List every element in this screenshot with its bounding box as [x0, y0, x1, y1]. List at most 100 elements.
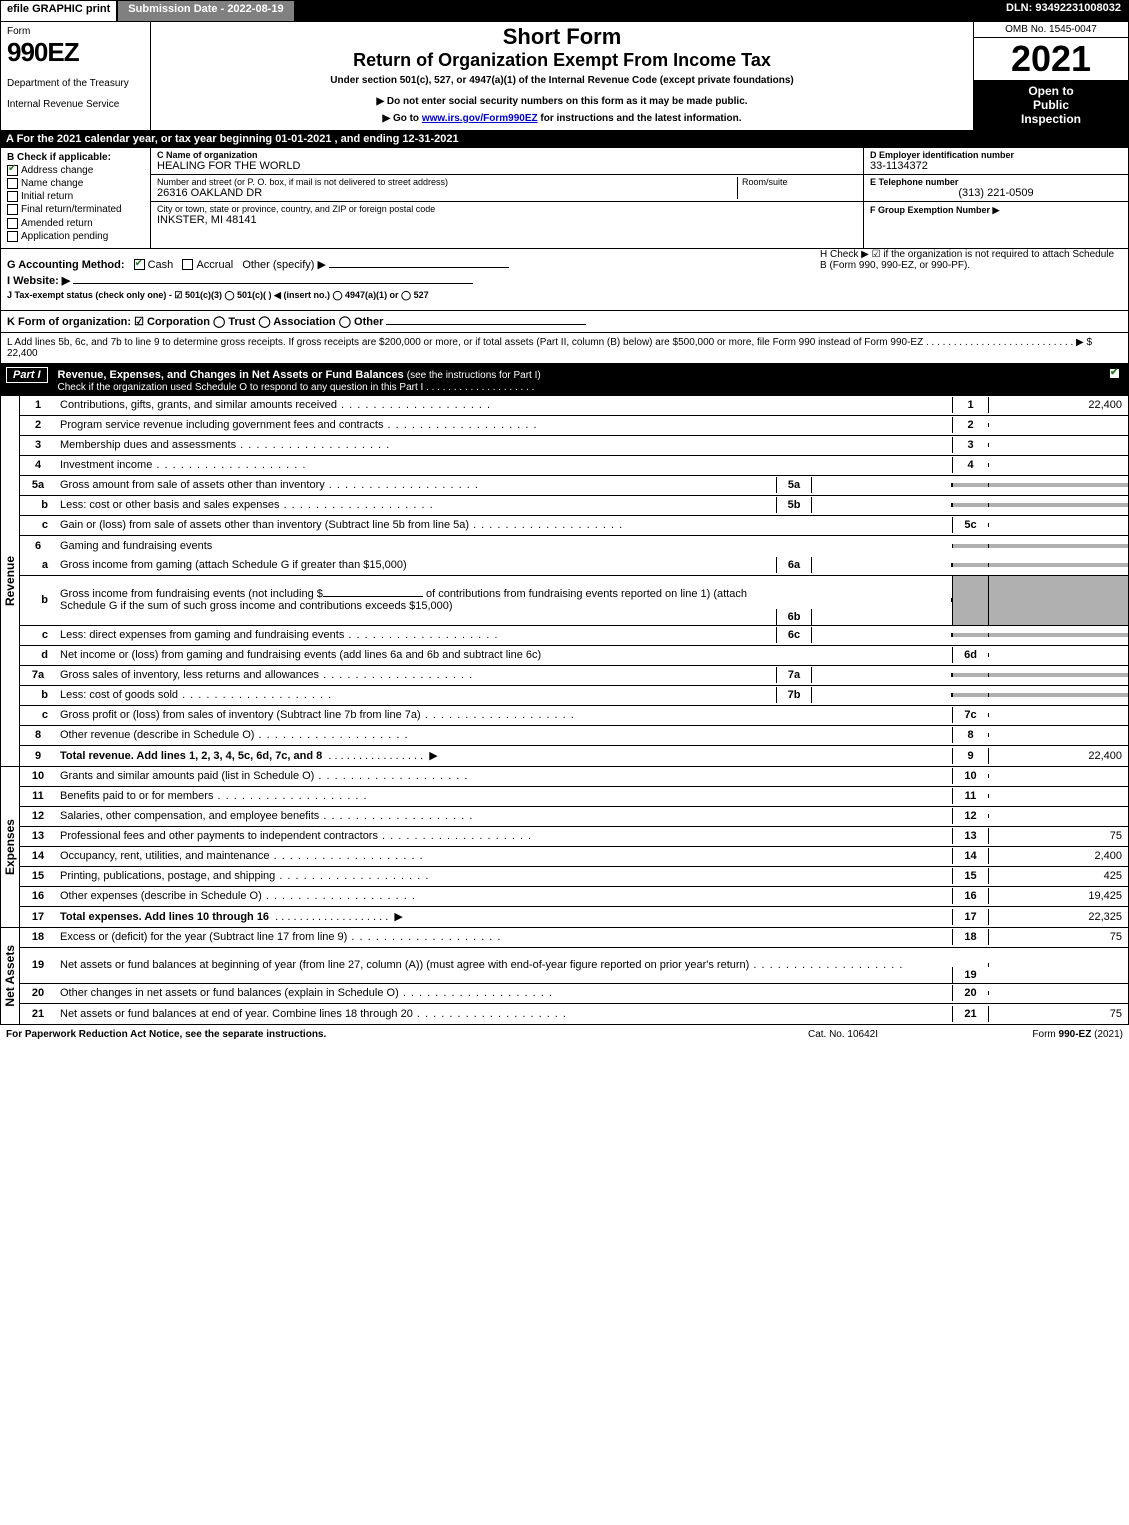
line-5c: cGain or (loss) from sale of assets othe… — [20, 516, 1128, 536]
line-14: 14Occupancy, rent, utilities, and mainte… — [20, 847, 1128, 867]
col-b-label: B Check if applicable: — [7, 152, 144, 163]
line-5a: 5aGross amount from sale of assets other… — [20, 476, 1128, 496]
line-6d: dNet income or (loss) from gaming and fu… — [20, 646, 1128, 666]
ein-value: 33-1134372 — [870, 160, 1122, 172]
check-cash[interactable] — [134, 259, 145, 270]
submission-date: Submission Date - 2022-08-19 — [117, 0, 294, 22]
footer-left: For Paperwork Reduction Act Notice, see … — [6, 1029, 743, 1040]
row-j: J Tax-exempt status (check only one) - ☑… — [7, 290, 1122, 301]
line-5b: bLess: cost or other basis and sales exp… — [20, 496, 1128, 516]
room-suite-label: Room/suite — [737, 177, 857, 199]
return-title: Return of Organization Exempt From Incom… — [159, 50, 965, 71]
netassets-section: Net Assets 18Excess or (deficit) for the… — [0, 928, 1129, 1025]
part1-schedule-o-check[interactable] — [1109, 368, 1120, 379]
section-bcdef: B Check if applicable: Address change Na… — [0, 147, 1129, 249]
footer-catno: Cat. No. 10642I — [743, 1029, 943, 1040]
line-11: 11Benefits paid to or for members11 — [20, 787, 1128, 807]
dept-label: Department of the Treasury — [7, 78, 144, 89]
check-amended-return[interactable]: Amended return — [7, 218, 144, 229]
line-6a: aGross income from gaming (attach Schedu… — [20, 556, 1128, 576]
check-accrual[interactable] — [182, 259, 193, 270]
omb-number: OMB No. 1545-0047 — [974, 22, 1128, 38]
check-name-change[interactable]: Name change — [7, 178, 144, 189]
check-initial-return[interactable]: Initial return — [7, 191, 144, 202]
street-value: 26316 OAKLAND DR — [157, 187, 737, 199]
line-1-value: 22,400 — [988, 397, 1128, 413]
ein-label: D Employer identification number — [870, 150, 1122, 160]
line-9-value: 22,400 — [988, 748, 1128, 764]
irs-link[interactable]: www.irs.gov/Form990EZ — [422, 113, 538, 124]
page-footer: For Paperwork Reduction Act Notice, see … — [0, 1025, 1129, 1044]
revenue-section: Revenue 1Contributions, gifts, grants, a… — [0, 396, 1129, 767]
line-4: 4Investment income4 — [20, 456, 1128, 476]
line-6: 6Gaming and fundraising events — [20, 536, 1128, 556]
check-application-pending[interactable]: Application pending — [7, 231, 144, 242]
line-7b: bLess: cost of goods sold7b — [20, 686, 1128, 706]
footer-right: Form 990-EZ (2021) — [943, 1029, 1123, 1040]
group-exemption-label: F Group Exemption Number ▶ — [870, 205, 999, 215]
row-a-taxyear: A For the 2021 calendar year, or tax yea… — [0, 131, 1129, 147]
city-label: City or town, state or province, country… — [157, 204, 857, 214]
line-21: 21Net assets or fund balances at end of … — [20, 1004, 1128, 1024]
goto-line: ▶ Go to www.irs.gov/Form990EZ for instru… — [159, 113, 965, 124]
org-name-label: C Name of organization — [157, 150, 857, 160]
line-19: 19Net assets or fund balances at beginni… — [20, 948, 1128, 984]
line-17-value: 22,325 — [988, 909, 1128, 925]
street-label: Number and street (or P. O. box, if mail… — [157, 177, 737, 187]
line-17: 17Total expenses. Add lines 10 through 1… — [20, 907, 1128, 927]
line-3: 3Membership dues and assessments3 — [20, 436, 1128, 456]
city-value: INKSTER, MI 48141 — [157, 214, 857, 226]
ssn-warning: ▶ Do not enter social security numbers o… — [159, 96, 965, 107]
line-13-value: 75 — [988, 828, 1128, 844]
line-7a: 7aGross sales of inventory, less returns… — [20, 666, 1128, 686]
line-6b: bGross income from fundraising events (n… — [20, 576, 1128, 626]
row-h: H Check ▶ ☑ if the organization is not r… — [820, 249, 1120, 271]
col-b-checkboxes: B Check if applicable: Address change Na… — [1, 148, 151, 248]
line-15: 15Printing, publications, postage, and s… — [20, 867, 1128, 887]
expenses-side-label: Expenses — [1, 815, 19, 879]
line-10: 10Grants and similar amounts paid (list … — [20, 767, 1128, 787]
line-16: 16Other expenses (describe in Schedule O… — [20, 887, 1128, 907]
gross-receipts-value: 22,400 — [7, 348, 38, 359]
line-21-value: 75 — [988, 1006, 1128, 1022]
open-to-public: Open to Public Inspection — [974, 80, 1128, 130]
form-header: Form 990EZ Department of the Treasury In… — [0, 22, 1129, 131]
subtitle: Under section 501(c), 527, or 4947(a)(1)… — [159, 75, 965, 86]
dln-label: DLN: 93492231008032 — [998, 0, 1129, 22]
line-1: 1Contributions, gifts, grants, and simil… — [20, 396, 1128, 416]
line-18: 18Excess or (deficit) for the year (Subt… — [20, 928, 1128, 948]
org-name: HEALING FOR THE WORLD — [157, 160, 857, 172]
line-6c: cLess: direct expenses from gaming and f… — [20, 626, 1128, 646]
row-k: K Form of organization: ☑ Corporation ◯ … — [0, 311, 1129, 333]
line-2: 2Program service revenue including gover… — [20, 416, 1128, 436]
line-8: 8Other revenue (describe in Schedule O)8 — [20, 726, 1128, 746]
line-14-value: 2,400 — [988, 848, 1128, 864]
short-form-title: Short Form — [159, 24, 965, 50]
form-number: 990EZ — [7, 37, 144, 68]
check-final-return[interactable]: Final return/terminated — [7, 204, 144, 215]
line-7c: cGross profit or (loss) from sales of in… — [20, 706, 1128, 726]
row-l: L Add lines 5b, 6c, and 7b to line 9 to … — [0, 333, 1129, 364]
line-9: 9Total revenue. Add lines 1, 2, 3, 4, 5c… — [20, 746, 1128, 766]
line-12: 12Salaries, other compensation, and empl… — [20, 807, 1128, 827]
check-address-change[interactable]: Address change — [7, 165, 144, 176]
phone-value: (313) 221-0509 — [870, 187, 1122, 199]
revenue-side-label: Revenue — [1, 552, 19, 610]
line-15-value: 425 — [988, 868, 1128, 884]
section-ghij: G Accounting Method: Cash Accrual Other … — [0, 249, 1129, 311]
tax-year: 2021 — [974, 38, 1128, 80]
line-13: 13Professional fees and other payments t… — [20, 827, 1128, 847]
part1-header: Part I Revenue, Expenses, and Changes in… — [0, 364, 1129, 396]
phone-label: E Telephone number — [870, 177, 1122, 187]
expenses-section: Expenses 10Grants and similar amounts pa… — [0, 767, 1129, 928]
form-label: Form — [7, 26, 144, 37]
efile-label: efile GRAPHIC print — [0, 0, 117, 22]
row-i: I Website: ▶ — [7, 274, 1122, 287]
part1-num: Part I — [6, 367, 48, 383]
top-bar: efile GRAPHIC print Submission Date - 20… — [0, 0, 1129, 22]
line-16-value: 19,425 — [988, 888, 1128, 904]
line-20: 20Other changes in net assets or fund ba… — [20, 984, 1128, 1004]
line-18-value: 75 — [988, 929, 1128, 945]
netassets-side-label: Net Assets — [1, 941, 19, 1011]
irs-label: Internal Revenue Service — [7, 99, 144, 110]
